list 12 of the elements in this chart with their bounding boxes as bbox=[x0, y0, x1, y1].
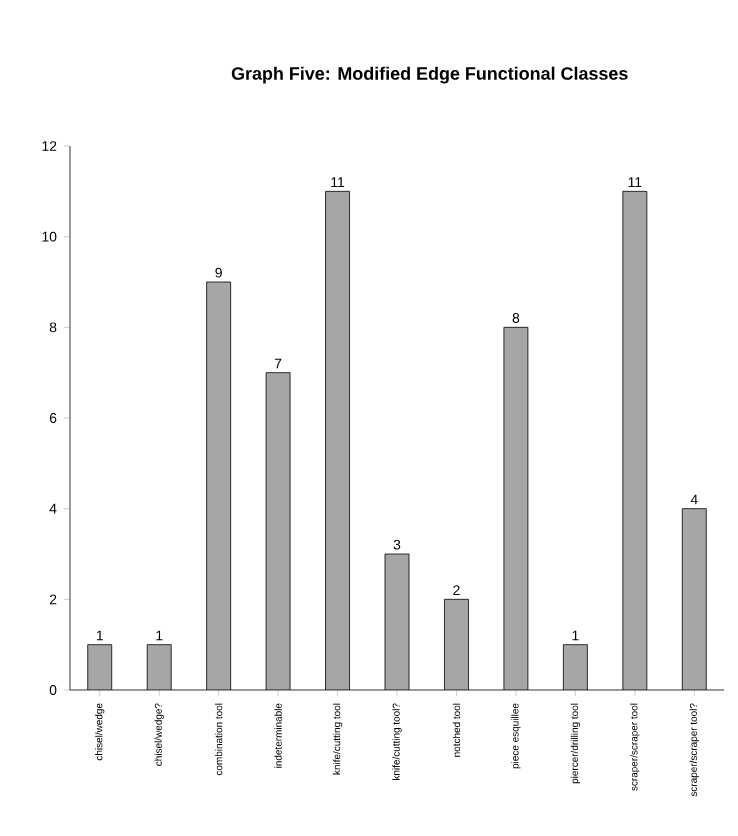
bar bbox=[563, 644, 588, 690]
bar bbox=[266, 372, 291, 690]
bar bbox=[622, 191, 647, 690]
bar bbox=[385, 554, 410, 690]
bar bbox=[503, 327, 528, 690]
bar bbox=[444, 599, 469, 690]
bar bbox=[325, 191, 350, 690]
bar bbox=[206, 281, 231, 690]
chart-title: Graph Five: Modified Edge Functional Classes bbox=[231, 66, 628, 84]
bar bbox=[147, 644, 172, 690]
bar bbox=[87, 644, 112, 690]
bar bbox=[681, 508, 707, 690]
